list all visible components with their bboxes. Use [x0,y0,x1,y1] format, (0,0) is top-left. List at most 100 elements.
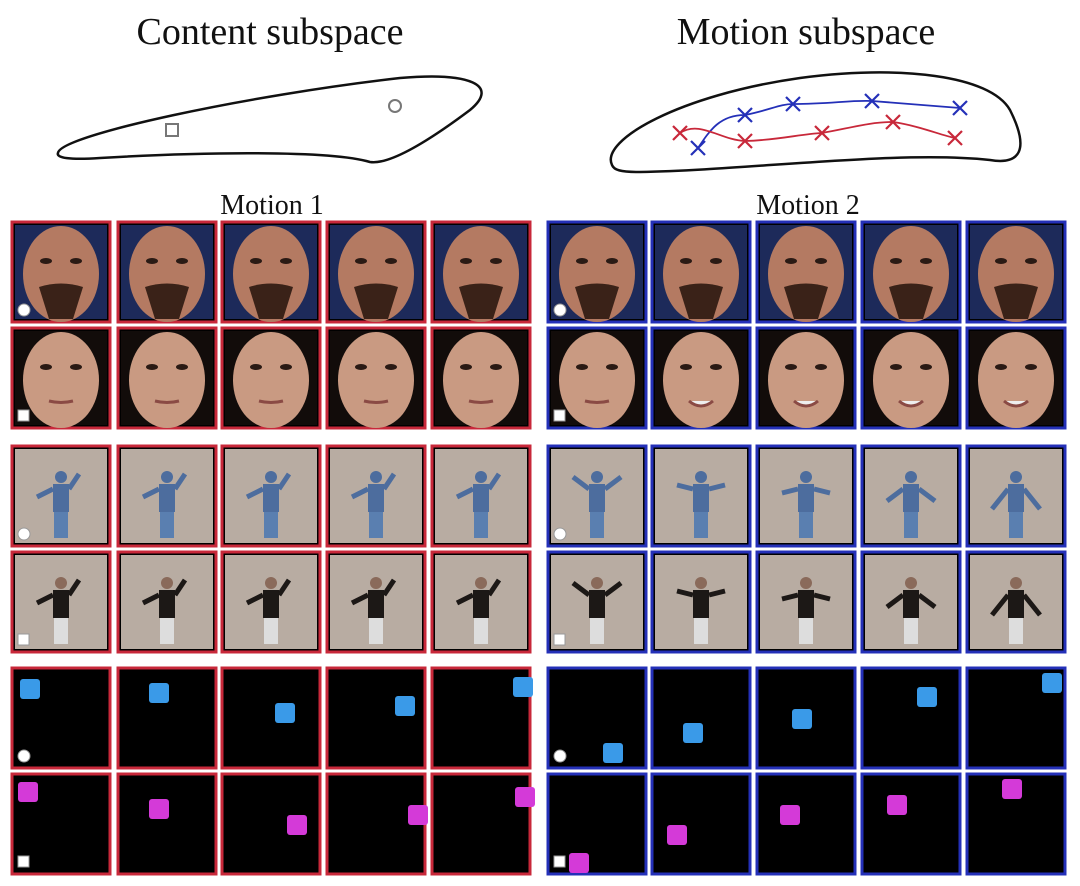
beard [575,283,619,319]
legs [694,618,708,644]
frame [546,666,648,770]
head [905,471,917,483]
face [663,332,739,428]
head [1010,471,1022,483]
eye [995,364,1007,370]
beard [39,283,83,319]
mouth [898,399,924,408]
eye [606,258,618,264]
frame [325,772,428,876]
frame-border [860,666,962,770]
torso [53,590,69,618]
legs [369,512,383,538]
legs [54,618,68,644]
head [265,577,277,589]
legs [160,618,174,644]
frame [650,444,752,548]
mouth [468,399,494,404]
head [695,471,707,483]
eye [490,364,502,370]
frame [430,772,535,876]
eye [1025,364,1037,370]
face [129,332,205,428]
content-title: Content subspace [136,11,403,53]
legs [1009,512,1023,538]
trajectory-mark [864,93,880,109]
legs [799,512,813,538]
arms [676,588,726,598]
head [591,471,603,483]
frame [650,666,752,770]
frame [116,326,218,430]
frame [965,326,1067,430]
mouth [584,399,610,404]
eye [815,258,827,264]
face [873,332,949,428]
eye [280,258,292,264]
eye [710,364,722,370]
arms [885,593,937,609]
frame [860,550,962,654]
arms [35,472,82,500]
frame [860,326,962,430]
torso [473,590,489,618]
frame [220,220,322,324]
frame [430,220,532,324]
moving-square [683,723,703,743]
frame [650,220,752,324]
face [23,332,99,428]
eye [250,258,262,264]
face [978,332,1054,428]
legs [369,618,383,644]
frame [650,772,752,876]
frame [430,550,532,654]
motion-2-label: Motion 2 [756,190,859,221]
eye [890,258,902,264]
face [443,332,519,428]
frame [965,666,1067,770]
eye [1025,258,1037,264]
moving-square [408,805,428,825]
frame [325,326,427,430]
frame [325,666,427,770]
torso [368,590,384,618]
mouth [363,399,389,404]
face [23,226,99,322]
frame [860,666,962,770]
face [233,226,309,322]
frame [430,666,533,770]
frame [325,444,427,548]
frame [650,326,752,430]
head [1010,577,1022,589]
frame-border [430,772,532,876]
torso [693,484,709,512]
frame [430,326,532,430]
trajectory-mark [690,140,706,156]
mouth [258,399,284,404]
frame [10,220,112,324]
mouth [154,399,180,404]
beard [249,283,293,319]
eye [460,364,472,370]
content-marker [17,749,31,763]
content-marker [17,303,31,317]
content-marker [17,527,31,541]
face [443,226,519,322]
eye [460,258,472,264]
eye [385,364,397,370]
trajectory-mark [814,125,830,141]
eye [40,258,52,264]
eye [146,364,158,370]
frame [546,550,648,654]
moving-square [1042,673,1062,693]
head [800,471,812,483]
torso [903,590,919,618]
arms [781,592,831,602]
legs [590,512,604,538]
arms [455,578,502,606]
content-square-point [165,123,179,137]
arms [350,578,397,606]
legs [474,512,488,538]
face [559,226,635,322]
frame [116,550,218,654]
